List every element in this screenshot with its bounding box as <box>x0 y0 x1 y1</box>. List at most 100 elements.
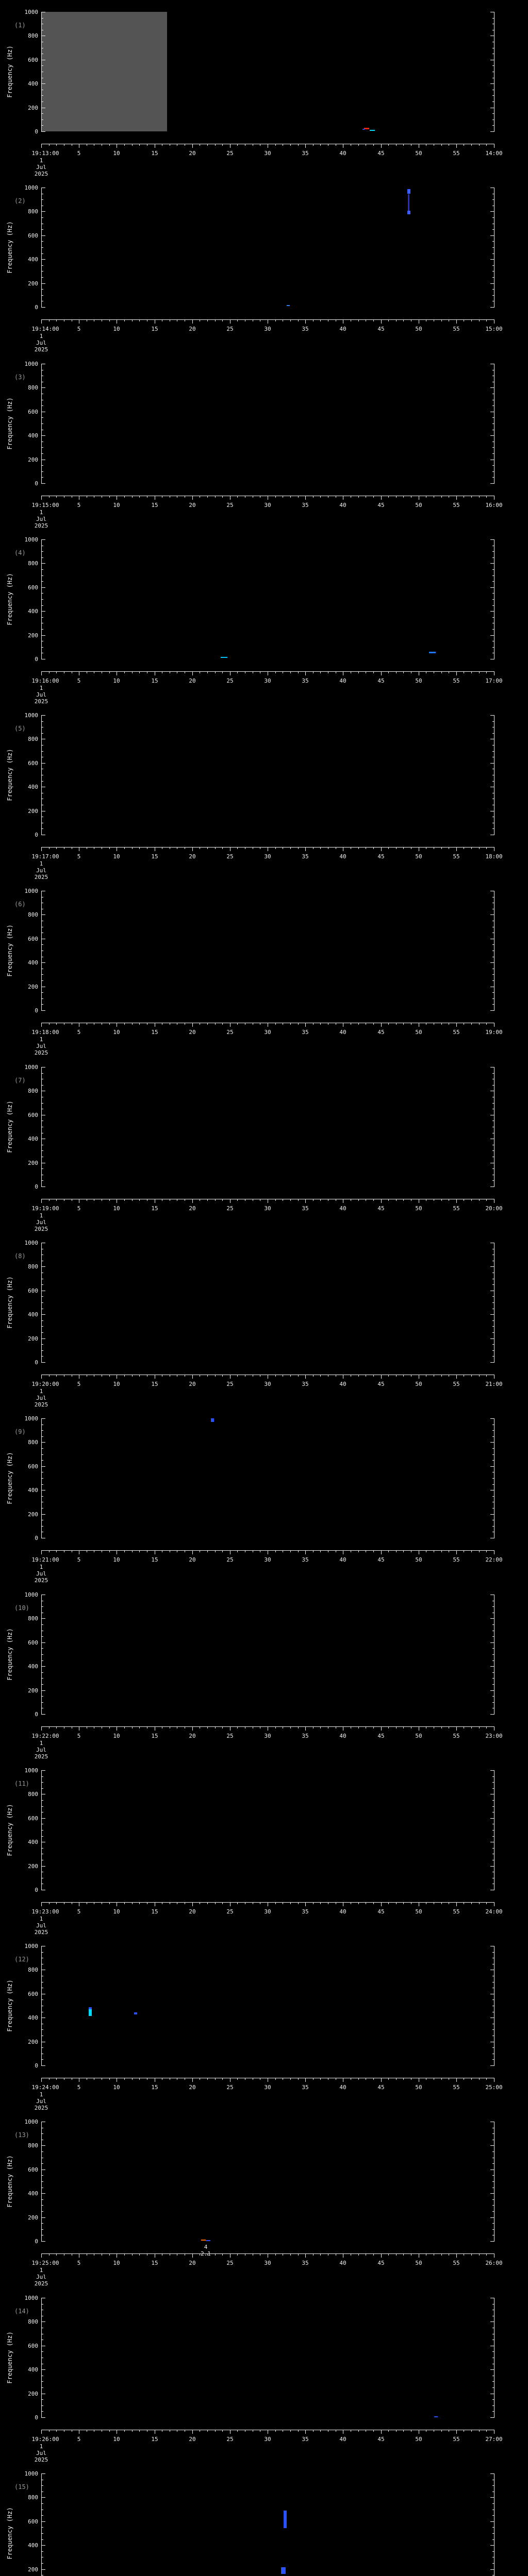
y-tick <box>42 1004 43 1005</box>
x-tick-label: 5 <box>77 1381 81 1387</box>
y-tick <box>492 605 494 606</box>
y-tick <box>492 125 494 126</box>
x-start-time-label: 19:25:00 <box>31 2260 59 2266</box>
date-line: 2025 <box>34 874 48 880</box>
date-line: 1 <box>39 1388 43 1395</box>
y-tick <box>42 1362 45 1363</box>
x-tick <box>139 1902 140 1904</box>
x-tick <box>275 1550 276 1552</box>
y-tick <box>42 1484 43 1485</box>
y-tick <box>42 1684 43 1685</box>
y-tick <box>492 113 494 114</box>
x-tick <box>237 1199 238 1201</box>
y-tick <box>492 1660 494 1661</box>
x-tick <box>403 2078 404 2080</box>
x-tick-label: 10 <box>113 1733 120 1739</box>
y-tick <box>42 283 45 284</box>
y-tick <box>492 1326 494 1327</box>
x-tick-label: 20 <box>189 1556 196 1563</box>
y-tick <box>492 998 494 999</box>
y-axis-left <box>41 1595 42 1715</box>
date-line: 1 <box>39 333 43 340</box>
y-tick <box>42 2539 43 2540</box>
y-tick <box>42 241 43 242</box>
y-tick <box>42 2211 43 2212</box>
y-tick-label: 200 <box>28 1511 38 1518</box>
x-tick-label: 40 <box>339 1205 346 1212</box>
y-axis-title: Frequency (Hz) <box>6 573 13 625</box>
x-tick <box>215 144 216 146</box>
y-tick <box>492 2381 494 2382</box>
x-tick <box>396 496 397 498</box>
y-tick <box>492 1999 494 2000</box>
y-tick-label: 200 <box>28 2391 38 2397</box>
x-tick <box>192 1023 193 1027</box>
date-line: 1 <box>39 2267 43 2274</box>
panel-index-label: (5) <box>14 725 26 732</box>
x-tick <box>215 1023 216 1025</box>
y-tick <box>42 2569 45 2570</box>
x-end-time-label: 18:00 <box>485 853 503 860</box>
x-end-time-label: 19:00 <box>485 1029 503 1036</box>
x-tick-label: 5 <box>77 1908 81 1915</box>
y-tick <box>490 2569 494 2570</box>
x-tick-label: 45 <box>377 677 385 684</box>
no-data-region <box>42 12 167 131</box>
y-tick <box>42 1356 43 1357</box>
x-tick-label: 50 <box>415 1908 422 1915</box>
x-tick <box>207 2253 208 2256</box>
y-tick <box>42 1266 45 1267</box>
x-tick-label: 50 <box>415 2084 422 2091</box>
x-tick <box>124 1023 125 1025</box>
y-axis-title: Frequency (Hz) <box>6 749 13 801</box>
x-tick <box>441 1902 442 1904</box>
y-axis-title: Frequency (Hz) <box>6 2155 13 2208</box>
x-tick <box>275 319 276 321</box>
x-tick <box>49 319 50 321</box>
x-tick <box>403 1375 404 1377</box>
x-tick-label: 10 <box>113 150 120 157</box>
y-tick-label: 400 <box>28 2190 38 2197</box>
y-tick <box>492 405 494 406</box>
y-tick <box>42 1818 45 1819</box>
x-tick-label: 30 <box>264 326 271 332</box>
y-tick <box>490 1618 494 1619</box>
y-tick <box>42 2029 43 2030</box>
date-line: Jul <box>36 1922 46 1929</box>
y-tick <box>42 405 43 406</box>
date-line: 1 <box>39 1916 43 1922</box>
x-tick <box>320 847 321 849</box>
event-marker <box>206 2240 210 2241</box>
x-tick <box>471 671 472 673</box>
y-tick <box>42 563 45 564</box>
x-tick <box>358 1023 359 1025</box>
panel-index-label: (11) <box>14 1780 29 1787</box>
x-start-time-label: 19:26:00 <box>31 2436 59 2443</box>
x-tick <box>207 1023 208 1025</box>
y-tick-label: 1000 <box>24 184 39 191</box>
x-tick <box>192 1550 193 1554</box>
y-axis-title: Frequency (Hz) <box>6 1804 13 1856</box>
x-tick <box>305 1199 306 1203</box>
y-tick <box>42 1678 43 1679</box>
x-tick <box>320 1726 321 1728</box>
y-tick <box>42 447 43 448</box>
x-start-time-label: 19:23:00 <box>31 1908 59 1915</box>
x-tick <box>373 496 374 498</box>
y-tick-label: 1000 <box>24 1943 39 1950</box>
y-tick <box>42 265 43 266</box>
y-tick <box>490 1266 494 1267</box>
y-axis-left <box>41 2473 42 2576</box>
y-tick <box>42 2405 43 2406</box>
y-tick <box>42 1848 43 1849</box>
x-tick <box>290 2430 291 2432</box>
x-tick-label: 5 <box>77 853 81 860</box>
x-tick <box>207 144 208 146</box>
x-tick <box>298 847 299 849</box>
x-tick-label: 55 <box>453 853 460 860</box>
x-tick <box>403 1550 404 1552</box>
x-tick <box>358 847 359 849</box>
x-tick <box>132 1550 133 1552</box>
x-tick-label: 40 <box>339 502 346 509</box>
y-tick-label: 1000 <box>24 2295 39 2301</box>
